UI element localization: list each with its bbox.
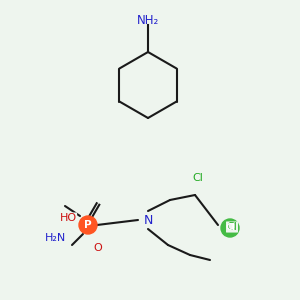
Text: H₂N: H₂N	[44, 233, 66, 243]
Text: NH₂: NH₂	[137, 14, 159, 26]
Circle shape	[221, 219, 239, 237]
Text: HO: HO	[59, 213, 76, 223]
Text: Cl: Cl	[193, 173, 203, 183]
Text: Cl: Cl	[226, 222, 237, 232]
Text: P: P	[84, 220, 92, 230]
Circle shape	[79, 216, 97, 234]
Text: N: N	[143, 214, 153, 226]
Text: O: O	[94, 243, 102, 253]
Text: Cl: Cl	[225, 224, 235, 232]
